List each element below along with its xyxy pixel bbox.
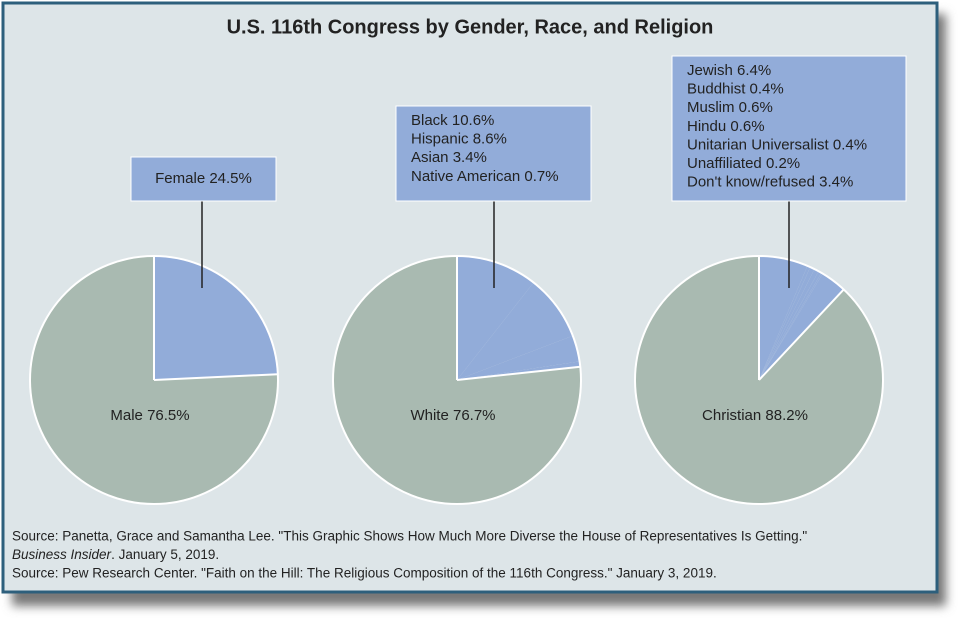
slice-label: White 76.7%	[410, 407, 495, 424]
label-box	[130, 156, 277, 202]
pie-slice	[154, 256, 278, 380]
pie-slice	[759, 273, 844, 380]
source-italic: Business Insider	[12, 547, 112, 562]
source-line: Source: Pew Research Center. "Faith on t…	[12, 566, 717, 581]
slice-label: Unitarian Universalist 0.4%	[687, 136, 867, 153]
slice-border	[153, 373, 278, 381]
slice-label: Hindu 0.6%	[687, 118, 765, 135]
pie-slice	[457, 361, 581, 380]
slice-label: Jewish 6.4%	[687, 62, 771, 79]
slice-label: Black 10.6%	[411, 112, 494, 129]
label-box	[395, 105, 592, 202]
pie-slice	[759, 256, 808, 380]
slice-border	[758, 288, 845, 381]
source-text: . January 5, 2019.	[111, 547, 219, 562]
pie-slice	[457, 335, 580, 380]
slice-label: Unaffiliated 0.2%	[687, 155, 800, 172]
pie-slice	[759, 267, 815, 380]
slice-border	[456, 365, 581, 381]
slice-label: Christian 88.2%	[702, 407, 808, 424]
label-box	[671, 55, 907, 202]
slice-label: Male 76.5%	[110, 407, 189, 424]
slice-label: Native American 0.7%	[411, 168, 559, 185]
pie-slice	[759, 265, 811, 380]
slice-label: Buddhist 0.4%	[687, 81, 784, 98]
source-line: Source: Panetta, Grace and Samantha Lee.…	[12, 529, 807, 544]
slice-label: Female 24.5%	[155, 170, 252, 187]
pie-slice	[759, 269, 819, 380]
source-line: Business Insider. January 5, 2019.	[12, 547, 219, 562]
slice-label: Asian 3.4%	[411, 149, 487, 166]
pie-slice	[759, 271, 822, 380]
slice-label: Don't know/refused 3.4%	[687, 174, 853, 191]
slice-label: Hispanic 8.6%	[411, 131, 507, 148]
chart-title: U.S. 116th Congress by Gender, Race, and…	[227, 16, 714, 38]
pie-slice	[759, 272, 823, 380]
slice-label: Muslim 0.6%	[687, 99, 773, 116]
pie-slice	[457, 282, 573, 380]
pie-slice	[457, 256, 534, 380]
